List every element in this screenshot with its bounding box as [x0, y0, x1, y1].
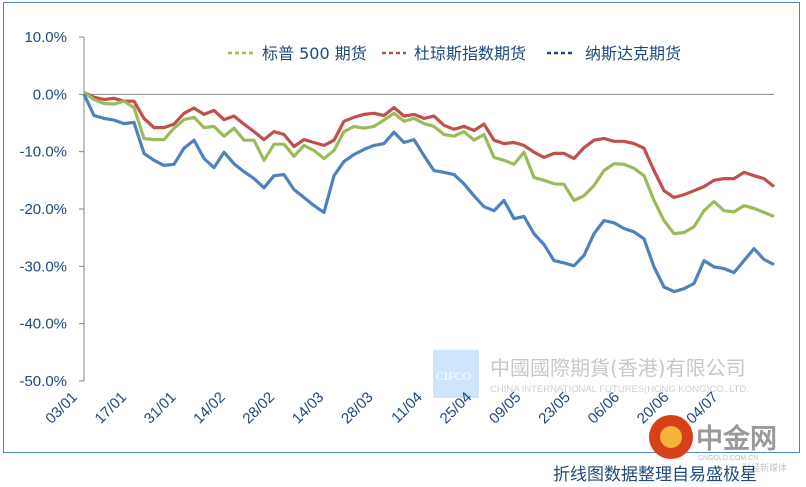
- legend-label-dow: 杜琼斯指数期货: [414, 44, 526, 63]
- nasdaq-line: [82, 93, 775, 294]
- cngold-tag: 财经新媒体: [742, 462, 787, 474]
- y-tick-label: -20.0%: [19, 201, 67, 218]
- y-tick-label: 0.0%: [33, 86, 67, 103]
- legend-label-sp500: 标普 500 期货: [262, 44, 367, 63]
- watermark-company-en: CHINA INTERNATIONAL FUTURES(HONG KONG)CO…: [490, 384, 749, 395]
- x-tick-label: 11/04: [388, 389, 426, 427]
- chart-frame: [3, 2, 800, 453]
- cngold-name: 中金网: [696, 423, 777, 455]
- x-tick-label: 28/03: [338, 389, 377, 428]
- cngold-url: CNGOLD.COM.CN: [698, 455, 758, 462]
- y-tick-label: -40.0%: [19, 316, 67, 333]
- watermark: CIFCO 中國國際期貨(香港)有限公司 CHINA INTERNATIONAL…: [433, 350, 749, 398]
- sp500-line: [83, 91, 775, 236]
- y-tick-label: -30.0%: [19, 258, 67, 275]
- y-tick-label: 10.0%: [24, 29, 67, 46]
- x-tick-label: 03/01: [42, 389, 81, 428]
- cifco-logo: [433, 350, 479, 398]
- watermark-company-cn: 中國國際期貨(香港)有限公司: [490, 356, 746, 380]
- x-tick-label: 31/01: [141, 389, 180, 428]
- legend-label-nasdaq: 纳斯达克期货: [585, 44, 681, 63]
- dow-line: [83, 91, 775, 200]
- cifco-logo-text: CIFCO: [436, 369, 472, 383]
- y-tick-label: -10.0%: [19, 144, 67, 161]
- x-tick-label: 17/01: [92, 389, 131, 428]
- cngold-logo: 中金网 CNGOLD.COM.CN 财经新媒体: [649, 415, 787, 474]
- legend: 标普 500 期货 杜琼斯指数期货 纳斯达克期货: [228, 44, 681, 63]
- x-tick-label: 14/02: [190, 389, 229, 428]
- source-note: 折线图数据整理自易盛极星: [553, 465, 757, 485]
- x-tick-label: 14/03: [289, 389, 328, 428]
- x-tick-label: 28/02: [239, 389, 278, 428]
- y-tick-label: -50.0%: [19, 373, 67, 390]
